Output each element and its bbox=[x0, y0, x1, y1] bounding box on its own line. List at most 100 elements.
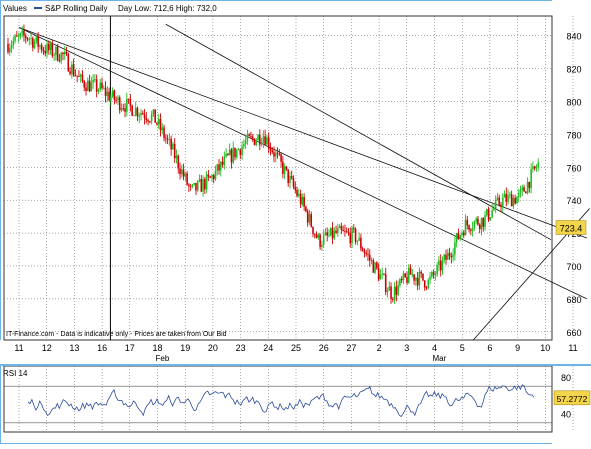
candle-body bbox=[317, 234, 320, 238]
candle-body bbox=[370, 260, 373, 261]
candle-body bbox=[47, 43, 50, 51]
candle-body bbox=[67, 54, 70, 72]
date-tick-label: 27 bbox=[346, 343, 356, 353]
price-tick-label: 800 bbox=[566, 98, 581, 108]
candle-body bbox=[315, 234, 318, 238]
candle-body bbox=[457, 233, 460, 240]
candle-body bbox=[118, 97, 121, 111]
candle-body bbox=[464, 219, 467, 236]
candle-body bbox=[500, 204, 502, 207]
trendline bbox=[18, 27, 587, 239]
candle-body bbox=[97, 89, 100, 92]
candle-body bbox=[450, 256, 453, 258]
candle-body bbox=[177, 155, 180, 169]
candle-body bbox=[363, 251, 366, 254]
date-tick-label: 5 bbox=[460, 343, 465, 353]
candle-body bbox=[280, 154, 282, 162]
candle-body bbox=[149, 121, 151, 123]
candle-body bbox=[99, 82, 102, 90]
candle-body bbox=[239, 149, 242, 155]
candle-body bbox=[381, 273, 383, 275]
candle-body bbox=[62, 52, 64, 55]
candle-body bbox=[63, 51, 66, 55]
candle-body bbox=[266, 137, 268, 145]
candle-body bbox=[92, 79, 94, 83]
candle-body bbox=[53, 55, 55, 56]
candle-body bbox=[278, 153, 281, 155]
candle-body bbox=[321, 244, 323, 247]
candle-body bbox=[431, 272, 433, 277]
candle-body bbox=[71, 64, 73, 75]
candle-body bbox=[326, 232, 328, 236]
candle-body bbox=[535, 167, 538, 169]
candle-body bbox=[418, 271, 421, 286]
candle-body bbox=[283, 166, 286, 174]
candle-body bbox=[528, 181, 531, 189]
candle-body bbox=[480, 217, 483, 230]
candle-body bbox=[205, 174, 208, 190]
candle-body bbox=[439, 260, 442, 271]
candle-body bbox=[367, 253, 369, 255]
candle-body bbox=[361, 248, 364, 252]
candle-body bbox=[454, 242, 456, 255]
candle-body bbox=[180, 169, 183, 175]
candle-body bbox=[407, 267, 410, 283]
candle-body bbox=[436, 265, 438, 275]
candle-body bbox=[7, 43, 9, 53]
candle-body bbox=[377, 268, 380, 280]
candle-body bbox=[72, 64, 75, 76]
candle-body bbox=[310, 214, 313, 227]
candle-body bbox=[299, 193, 302, 205]
candle-body bbox=[8, 47, 11, 53]
candle-body bbox=[49, 43, 52, 51]
rsi-tick-label: 80 bbox=[561, 373, 571, 383]
candle-body bbox=[306, 211, 309, 223]
candle-body bbox=[384, 274, 387, 292]
candle-body bbox=[136, 107, 139, 117]
candle-body bbox=[166, 138, 169, 140]
candle-body bbox=[237, 149, 240, 151]
candle-body bbox=[496, 197, 499, 200]
candle-body bbox=[501, 197, 504, 207]
candle-body bbox=[37, 36, 39, 47]
candle-body bbox=[207, 174, 210, 177]
candle-body bbox=[298, 193, 300, 196]
date-tick-label: 11 bbox=[14, 343, 23, 353]
candle-body bbox=[296, 190, 298, 196]
candle-body bbox=[172, 143, 174, 150]
candle-body bbox=[489, 217, 492, 220]
candle-body bbox=[110, 96, 112, 101]
candle-body bbox=[445, 254, 447, 260]
candle-body bbox=[159, 119, 162, 131]
candle-body bbox=[397, 285, 399, 295]
candle-body bbox=[83, 81, 86, 88]
candle-body bbox=[301, 197, 304, 205]
candle-body bbox=[516, 196, 518, 204]
candle-body bbox=[157, 119, 160, 125]
candle-body bbox=[145, 118, 148, 121]
candle-body bbox=[198, 179, 201, 182]
candle-body bbox=[475, 218, 477, 222]
candle-body bbox=[523, 187, 525, 192]
grid bbox=[4, 16, 574, 432]
candle-body bbox=[493, 208, 495, 211]
candle-body bbox=[337, 228, 339, 233]
candle-body bbox=[168, 138, 171, 140]
candle-body bbox=[461, 232, 463, 236]
candle-body bbox=[140, 113, 142, 116]
candle-body bbox=[340, 226, 343, 231]
candle-body bbox=[225, 153, 227, 157]
candle-body bbox=[353, 227, 355, 229]
candle-body bbox=[46, 43, 48, 54]
date-tick-label: 12 bbox=[42, 343, 52, 353]
candle-body bbox=[276, 152, 279, 154]
date-axis-area bbox=[0, 340, 552, 366]
candle-body bbox=[264, 136, 266, 145]
date-tick-label: 9 bbox=[515, 343, 520, 353]
candle-body bbox=[154, 109, 156, 123]
candle-body bbox=[87, 80, 89, 91]
candle-body bbox=[423, 280, 426, 288]
candle-body bbox=[223, 156, 226, 165]
candle-body bbox=[14, 35, 16, 41]
candle-body bbox=[486, 209, 488, 216]
